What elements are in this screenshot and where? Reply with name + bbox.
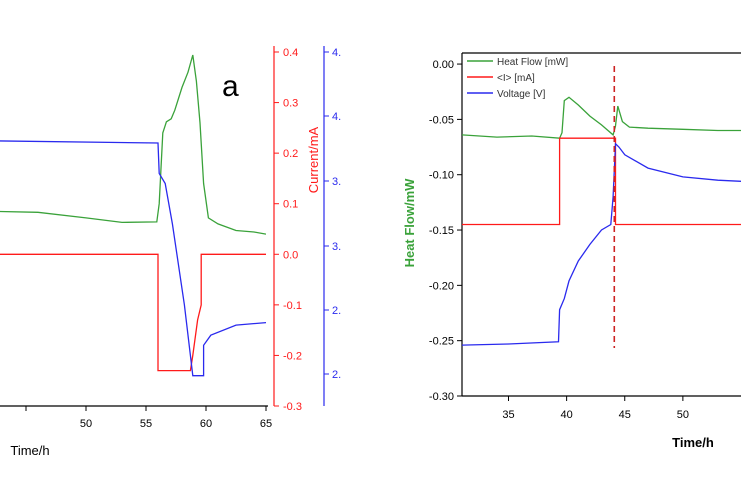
current-tick-label: -0.1 xyxy=(283,300,302,312)
voltage-line xyxy=(0,140,266,377)
voltage-tick-label: 4. xyxy=(332,47,341,59)
current-line xyxy=(462,137,741,226)
x-tick-label: 40 xyxy=(561,409,573,421)
x-tick-label: 35 xyxy=(502,409,514,421)
x-tick-label: 50 xyxy=(80,418,92,430)
voltage-tick-label: 3. xyxy=(332,241,341,253)
heat-flow-line xyxy=(462,96,741,139)
current-tick-label: -0.2 xyxy=(283,350,302,362)
y-tick-label: -0.05 xyxy=(429,114,454,126)
voltage-tick-label: 3. xyxy=(332,176,341,188)
y-tick-label: -0.20 xyxy=(429,280,454,292)
current-tick-label: 0.1 xyxy=(283,199,298,211)
legend-label: Voltage [V] xyxy=(497,89,546,100)
y-tick-label: -0.30 xyxy=(429,391,454,403)
heat-flow-line xyxy=(0,54,266,235)
current-tick-label: -0.3 xyxy=(283,401,302,413)
current-tick-label: 0.4 xyxy=(283,47,298,59)
y-tick-label: -0.25 xyxy=(429,336,454,348)
legend-label: Heat Flow [mW] xyxy=(497,57,568,68)
voltage-tick-label: 2. xyxy=(332,369,341,381)
y-tick-label: -0.15 xyxy=(429,225,454,237)
current-tick-label: 0.2 xyxy=(283,148,298,160)
current-tick-label: 0.3 xyxy=(283,98,298,110)
x-axis-title: Time/h xyxy=(10,443,49,458)
x-tick-label: 55 xyxy=(140,418,152,430)
voltage-line xyxy=(462,142,741,346)
current-axis-title: Current/mA xyxy=(306,126,321,193)
y-axis-title: Heat Flow/mW xyxy=(402,178,417,268)
panel-b-chart: 0.00 -0.05 -0.10 -0.15 -0.20 -0.25 -0.30 Heat F… xyxy=(402,52,741,450)
voltage-tick-label: 4. xyxy=(332,111,341,123)
current-tick-label: 0.0 xyxy=(283,249,298,261)
voltage-tick-label: 2. xyxy=(332,305,341,317)
x-tick-label: 45 xyxy=(619,409,631,421)
legend-label: <I> [mA] xyxy=(497,73,535,84)
panel-a-chart: 50 55 60 65 Time/h 0.4 0.3 0.2 0.1 0.0 -0.1 -0.2 -0.… xyxy=(0,46,341,458)
x-tick-label: 50 xyxy=(677,409,689,421)
x-tick-label: 60 xyxy=(200,418,212,430)
y-tick-label: 0.00 xyxy=(433,59,454,71)
x-axis-title: Time/h xyxy=(672,435,714,450)
panel-label: a xyxy=(222,70,239,103)
y-tick-label: -0.10 xyxy=(429,170,454,182)
x-tick-label: 65 xyxy=(260,418,272,430)
current-line xyxy=(0,253,266,372)
